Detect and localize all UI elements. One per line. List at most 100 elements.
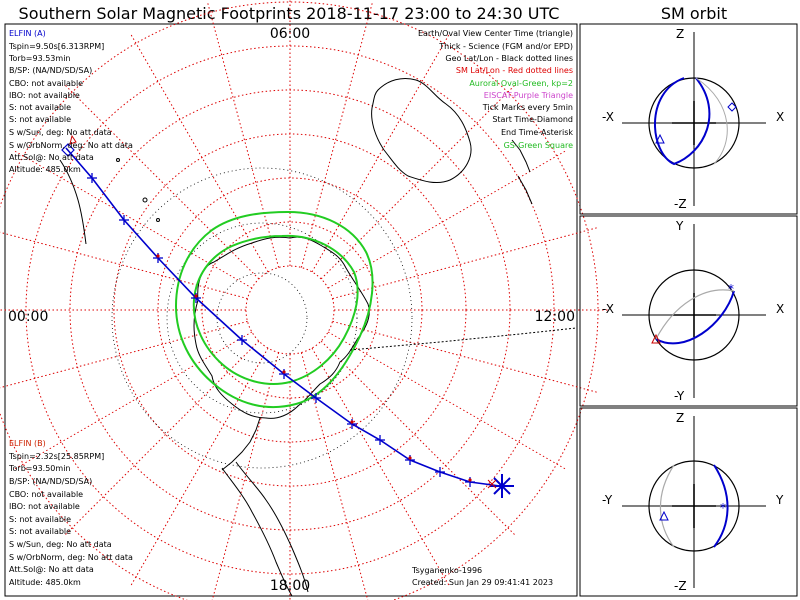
elfin-a-line: S: not available <box>9 103 71 112</box>
elfin-a-line: B/SP: (NA/ND/SD/SA) <box>9 66 92 75</box>
sm-longitude-line <box>12 331 253 471</box>
sm-axis-label-left: -Y <box>602 493 613 507</box>
legend-entry: Tick Marks every 5min <box>482 103 573 112</box>
continents <box>59 77 533 597</box>
elfin-a-line: Torb=93.53min <box>8 54 70 63</box>
south-america-outline <box>221 467 293 597</box>
island-marker <box>156 218 160 222</box>
elfin-b-line: B/SP: (NA/ND/SD/SA) <box>9 477 92 486</box>
end-time-asterisk-red <box>487 479 497 489</box>
sm-longitude-line <box>300 0 374 268</box>
mlt-label-top: 06:00 <box>270 26 310 42</box>
sm-longitude-line <box>129 32 269 273</box>
elfin-b-line: Att.Sol@: No att data <box>9 565 94 574</box>
elfin-b-line: S w/Sun, deg: No att data <box>9 540 112 549</box>
sm-longitude-line <box>327 149 568 289</box>
earth-circle <box>648 77 740 169</box>
sm-axis-label-top: Z <box>676 27 684 41</box>
geo-latitude-circle <box>111 167 413 469</box>
sm-axis-label-left: -X <box>602 110 614 124</box>
legend-entry: SM Lat/Lon - Red dotted lines <box>456 66 573 75</box>
legend-entry: Earth/Oval View Center Time (triangle) <box>418 29 573 38</box>
elfin-b-line: CBO: not available <box>9 490 83 499</box>
geo-latitude-circle <box>166 222 358 414</box>
sm-axis-label-bottom: -Y <box>674 389 685 403</box>
page-title: Southern Solar Magnetic Footprints 2018-… <box>19 4 560 23</box>
legend-entry: Start Time-Diamond <box>492 115 573 124</box>
geo-dotted-line <box>349 327 577 351</box>
antarctic-peninsula <box>221 417 261 471</box>
orbit-triangle-marker <box>655 133 665 144</box>
orbit-track <box>655 290 735 345</box>
elfin-b-name: ELFIN (B) <box>9 439 46 448</box>
sm-footprint-marker <box>408 456 412 460</box>
elfin-a-line: Tspin=9.50s[6.313RPM] <box>8 42 104 51</box>
sm-orbit-title: SM orbit <box>661 4 727 23</box>
elfin-a-line: Altitude: 485.0km <box>9 165 81 174</box>
sm-footprint-marker <box>194 294 198 298</box>
sm-orbit-panel: Z -Z -Y Y * <box>579 407 798 597</box>
earth-circle <box>648 460 740 552</box>
sm-latitude-circle <box>69 89 511 531</box>
australia-outline <box>371 77 472 183</box>
africa-outline <box>59 159 87 245</box>
elfin-a-line: S: not available <box>9 115 71 124</box>
legend-entry: End Time-Asterisk <box>501 128 573 137</box>
geo-grid <box>111 167 413 469</box>
sm-axis-label-right: X <box>776 110 784 124</box>
elfin-b-line: S: not available <box>9 515 71 524</box>
elfin-a-footprint-trajectory <box>65 147 501 487</box>
sm-longitude-line <box>327 331 568 471</box>
sm-panel-frame <box>579 407 798 597</box>
elfin-b-line: IBO: not available <box>9 502 80 511</box>
auroral-oval <box>174 210 374 408</box>
orbit-track-backside <box>659 464 675 548</box>
elfin-a-line: Att.Sol@: No att data <box>9 153 94 162</box>
sm-longitude-line <box>311 32 451 273</box>
trajectory-line <box>65 147 501 487</box>
elfin-b-line: Altitude: 485.0km <box>9 578 81 587</box>
legend-entry: EISCAT-Purple Triangle <box>484 91 573 100</box>
sm-footprint-marker <box>156 254 160 258</box>
elfin-a-name: ELFIN (A) <box>9 29 46 38</box>
sm-longitude-line <box>332 320 600 394</box>
sm-axis-label-bottom: -Z <box>674 197 687 211</box>
new-zealand-outline <box>511 139 533 205</box>
created-stamp: Created: Sun Jan 29 09:41:41 2023 <box>412 578 553 587</box>
orbit-end-asterisk: * <box>728 282 734 296</box>
orbit-track-backside <box>695 77 728 165</box>
elfin-b-line: Torb=93.50min <box>8 464 70 473</box>
orbit-track <box>713 464 729 548</box>
sm-axis-label-left: -X <box>602 302 614 316</box>
sm-longitude-line <box>206 0 280 268</box>
antarctica-outline <box>193 236 370 419</box>
sm-axis-label-bottom: -Z <box>674 579 687 593</box>
auroral-oval-inner <box>192 234 359 385</box>
sm-longitude-line <box>63 83 260 280</box>
start-time-diamond <box>61 134 77 157</box>
earth-circle <box>648 269 740 361</box>
plot-legend: Earth/Oval View Center Time (triangle) T… <box>418 29 573 150</box>
legend-entry: Auroral Oval-Green, kp=2 <box>469 79 573 88</box>
sm-footprint-marker <box>282 370 286 374</box>
mlt-label-right: 12:00 <box>535 309 575 325</box>
sm-panel-frame <box>579 23 798 215</box>
orbit-track <box>654 77 711 166</box>
sm-axis-label-right: X <box>776 302 784 316</box>
mlt-label-bottom: 18:00 <box>270 578 310 594</box>
elfin-a-info: ELFIN (A) Tspin=9.50s[6.313RPM] Torb=93.… <box>8 29 133 174</box>
model-credit: Tsyganenko-1996 <box>411 566 482 575</box>
legend-entry: GS-Green Square <box>504 141 573 150</box>
sm-orbit-panel: Y -Y -X X * <box>579 215 798 407</box>
elfin-b-line: S: not available <box>9 527 71 536</box>
elfin-b-line: S w/OrbNorm, deg: No att data <box>9 553 133 562</box>
south-america-outline-2 <box>235 461 309 593</box>
orbit-end-asterisk: * <box>720 501 726 515</box>
orbit-start-diamond <box>727 102 737 112</box>
orbit-track-backside <box>655 289 735 340</box>
geo-latitude-circle <box>216 272 308 364</box>
orbit-triangle-marker <box>651 333 661 344</box>
sm-longitude-line <box>320 83 517 280</box>
elfin-a-line: IBO: not available <box>9 91 80 100</box>
sm-panel-frame <box>579 215 798 407</box>
